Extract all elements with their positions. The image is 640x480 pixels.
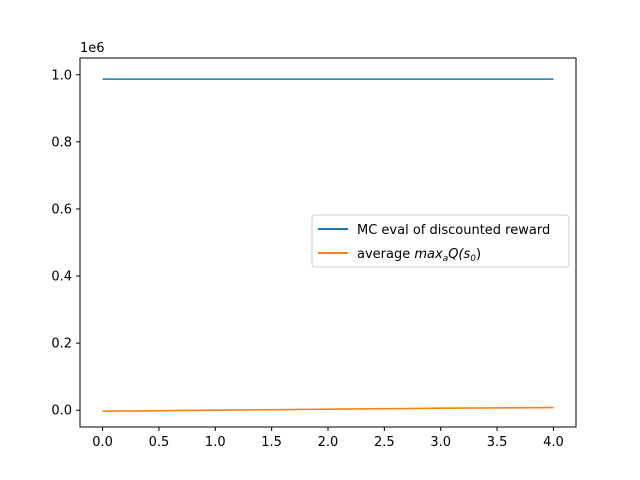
x-tick-label: 3.5 (487, 435, 508, 450)
x-axis: 0.0 0.5 1.0 1.5 2.0 2.5 3.0 3.5 4.0 (92, 427, 564, 450)
x-tick-label: 2.5 (374, 435, 395, 450)
y-tick-label: 0.8 (51, 135, 72, 150)
x-tick-label: 1.0 (205, 435, 226, 450)
legend-label-mc-eval: MC eval of discounted reward (357, 223, 550, 238)
x-tick-label: 4.0 (543, 435, 564, 450)
x-tick-label: 2.0 (318, 435, 339, 450)
legend-label-average-maxq: average maxaQ(s0) (357, 247, 481, 264)
series-line-1 (102, 406, 554, 413)
y-tick-label: 0.4 (51, 270, 72, 285)
y-tick-label: 0.2 (51, 337, 72, 352)
legend: MC eval of discounted reward average max… (311, 214, 570, 268)
x-tick-label: 0.5 (149, 435, 170, 450)
y-axis: 0.0 0.2 0.4 0.6 0.8 1.0 (51, 68, 80, 419)
y-tick-label: 1.0 (51, 68, 72, 83)
y-offset-label: 1e6 (80, 41, 105, 56)
plot-area (102, 78, 554, 413)
legend-box (311, 214, 570, 268)
x-tick-label: 1.5 (261, 435, 282, 450)
x-tick-label: 3.0 (430, 435, 451, 450)
y-tick-label: 0.6 (51, 202, 72, 217)
y-tick-label: 0.0 (51, 404, 72, 419)
x-tick-label: 0.0 (92, 435, 113, 450)
